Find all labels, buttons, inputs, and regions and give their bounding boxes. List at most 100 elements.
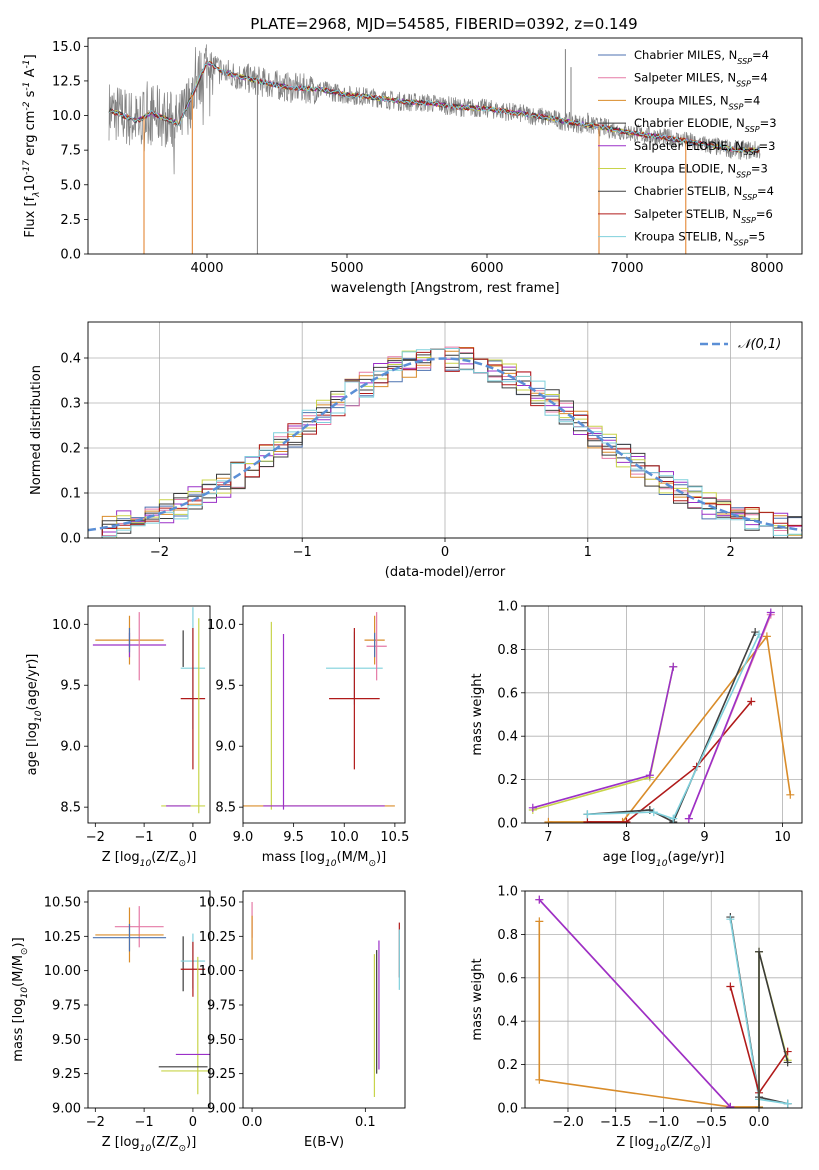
normal-curve [88, 357, 802, 532]
x-axis-label: Z [log10(Z/Z⊙)] [102, 1135, 197, 1154]
x-tick-label: 2 [726, 545, 734, 560]
series-marker [783, 1058, 792, 1067]
axes-age-vs-mass: 9.0 9.5 10.0 10.5 8.5 9.0 9.5 10.0 mass [log10(M… [207, 605, 409, 869]
y-tick-label: 0.8 [497, 928, 518, 943]
x-tick-label: 9.5 [283, 830, 304, 845]
x-tick-label: 1 [584, 545, 592, 560]
y-tick-label: 8.5 [215, 801, 236, 816]
y-axis-label: mass [log10(M/M⊙)] [11, 937, 30, 1061]
axes-frame [524, 890, 803, 1109]
series-marker [535, 895, 544, 904]
x-tick-label: −2 [150, 545, 169, 560]
x-tick-label: 8000 [750, 261, 783, 276]
legend-label: Kroupa MILES, NSSP=4 [634, 93, 760, 111]
x-axis-label: mass [log10(M/M⊙)] [262, 850, 386, 869]
y-tick-label: 10.50 [44, 895, 81, 910]
x-tick-label: 0 [441, 545, 449, 560]
axes-frame [524, 605, 803, 824]
x-tick-label: 0 [189, 830, 197, 845]
legend-label: Chabrier STELIB, NSSP=4 [634, 184, 774, 202]
y-tick-label: 12.5 [52, 74, 81, 89]
x-axis-label: wavelength [Angstrom, rest frame] [331, 281, 560, 296]
x-tick-label: 10 [774, 830, 791, 845]
y-tick-label: 7.5 [60, 144, 81, 159]
y-tick-label: 0.2 [497, 1058, 518, 1073]
y-tick-label: 1.0 [497, 600, 518, 615]
plot-area [92, 607, 206, 814]
x-tick-label: −2 [86, 1115, 105, 1130]
axes-frame [87, 37, 803, 255]
series-line [538, 921, 759, 1108]
legend-label: Chabrier MILES, NSSP=4 [634, 48, 769, 66]
x-tick-label: −1 [135, 830, 154, 845]
axes-residuals: −2 −1 0 1 2 0.0 0.1 0.2 0.3 0.4 (data-model)/error… [29, 321, 803, 580]
x-tick-label: 10.0 [330, 830, 359, 845]
plot-area [251, 901, 400, 1098]
series-marker [755, 1104, 764, 1108]
series-marker [786, 790, 795, 799]
series-marker [726, 915, 735, 924]
y-tick-label: 10.25 [199, 930, 236, 945]
y-tick-label: 0.4 [497, 1015, 518, 1030]
axes-frame [87, 890, 211, 1109]
axes-massweight-vs-Z: −2.0 −1.5 −1.0 −0.5 0.0 0.0 0.2 0.4 0.6 0.8 1.0 Z [… [470, 885, 803, 1154]
series-line [758, 951, 789, 1108]
axes-frame [87, 321, 803, 539]
series-marker [726, 1102, 735, 1108]
x-tick-label: 6000 [470, 261, 503, 276]
y-tick-label: 0.4 [60, 352, 81, 367]
y-axis-label: age [log10(age/yr)] [25, 654, 44, 776]
x-tick-label: −0.5 [695, 1115, 727, 1130]
series-line [538, 899, 731, 1108]
y-tick-label: 10.25 [44, 930, 81, 945]
y-tick-label: 9.25 [207, 1067, 236, 1082]
series-marker [747, 697, 756, 706]
y-tick-label: 0.3 [60, 397, 81, 412]
series-marker [684, 814, 693, 823]
y-tick-label: 8.5 [60, 801, 81, 816]
series-marker [726, 982, 735, 991]
series-marker [622, 817, 631, 823]
x-tick-label: −2 [86, 830, 105, 845]
x-tick-label: 9 [700, 830, 708, 845]
series-marker [766, 608, 775, 617]
legend-label: Salpeter MILES, NSSP=4 [634, 71, 768, 89]
series-line [587, 633, 760, 820]
x-tick-label: −1.5 [600, 1115, 632, 1130]
y-axis-label: mass weight [470, 958, 485, 1040]
x-axis-label: E(B-V) [304, 1135, 344, 1150]
y-tick-label: 0.6 [497, 686, 518, 701]
x-tick-label: 8 [622, 830, 630, 845]
series-marker [535, 917, 544, 926]
y-tick-label: 10.00 [199, 964, 236, 979]
axes-spectrum: 4000 5000 6000 7000 8000 0.0 2.5 5.0 7.5 10.0 12.5… [52, 37, 803, 296]
legend-label: Salpeter STELIB, NSSP=6 [634, 207, 773, 225]
x-tick-label: 10.5 [380, 830, 409, 845]
y-tick-label: 10.50 [199, 895, 236, 910]
x-tick-label: 9.0 [233, 830, 254, 845]
y-tick-label: 5.0 [60, 178, 81, 193]
x-tick-label: 0 [189, 1115, 197, 1130]
x-tick-label: −1.0 [648, 1115, 680, 1130]
axes-frame [87, 605, 211, 824]
axes-age-vs-Z: −2 −1 0 8.5 9.0 9.5 10.0 Z [log10(Z/Z⊙)] age [lo… [25, 605, 211, 869]
series-marker [583, 810, 592, 819]
y-tick-label: 9.50 [52, 1033, 81, 1048]
x-tick-label: 5000 [330, 261, 363, 276]
x-tick-label: −2.0 [552, 1115, 584, 1130]
series-marker [645, 771, 654, 780]
plot-area [88, 346, 802, 538]
x-tick-label: −1 [293, 545, 312, 560]
y-tick-label: 9.25 [52, 1067, 81, 1082]
y-tick-label: 9.50 [207, 1033, 236, 1048]
y-tick-label: 0.6 [497, 971, 518, 986]
y-tick-label: 9.5 [215, 679, 236, 694]
y-tick-label: 0.0 [497, 817, 518, 832]
x-tick-label: 0.0 [242, 1115, 263, 1130]
plot-area [243, 612, 395, 810]
y-tick-label: 9.75 [52, 998, 81, 1013]
x-tick-label: 7000 [610, 261, 643, 276]
x-tick-label: 0.0 [749, 1115, 770, 1130]
series-line [532, 666, 675, 809]
